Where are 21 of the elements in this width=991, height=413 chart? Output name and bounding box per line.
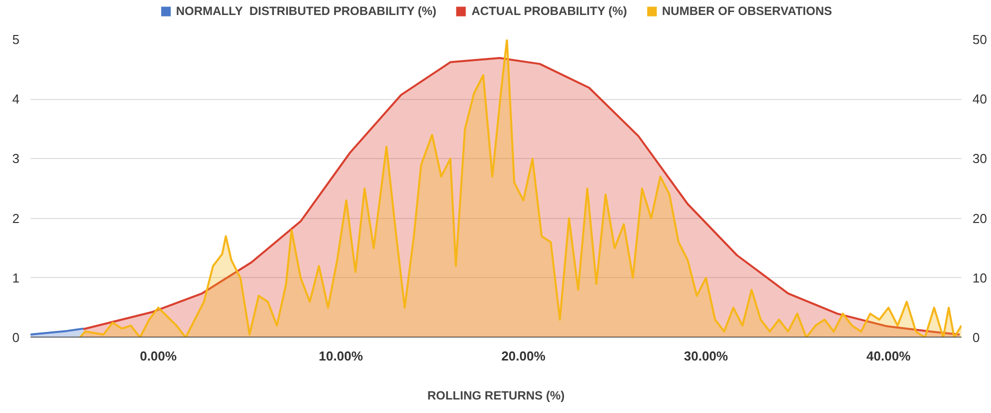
x-tick-label: 0.00%	[140, 348, 178, 364]
y-tick-label: 0	[12, 330, 20, 345]
y-tick-label: 2	[12, 210, 20, 226]
legend-label: NUMBER OF OBSERVATIONS	[662, 4, 832, 18]
x-tick-label: 10.00%	[318, 348, 364, 364]
x-tick-label: 40.00%	[866, 348, 911, 364]
legend-label: ACTUAL PROBABILITY (%)	[471, 4, 628, 18]
y2-tick-label: 20	[972, 210, 987, 226]
y-tick-label: 5	[12, 32, 20, 47]
y-tick-label: 3	[12, 151, 20, 166]
y2-tick-label: 0	[972, 330, 980, 345]
legend-label: NORMALLY DISTRIBUTED PROBABILITY (%)	[176, 4, 436, 18]
y-tick-label: 4	[12, 92, 20, 107]
x-tick-label: 30.00%	[684, 348, 728, 364]
x-axis-title: ROLLING RETURNS (%)	[427, 388, 565, 402]
y2-tick-label: 10	[972, 270, 987, 286]
y2-tick-label: 50	[972, 32, 987, 47]
y-tick-label: 1	[12, 270, 20, 286]
y2-tick-label: 40	[972, 92, 987, 107]
x-tick-label: 20.00%	[501, 348, 546, 364]
y2-tick-label: 30	[972, 151, 987, 166]
